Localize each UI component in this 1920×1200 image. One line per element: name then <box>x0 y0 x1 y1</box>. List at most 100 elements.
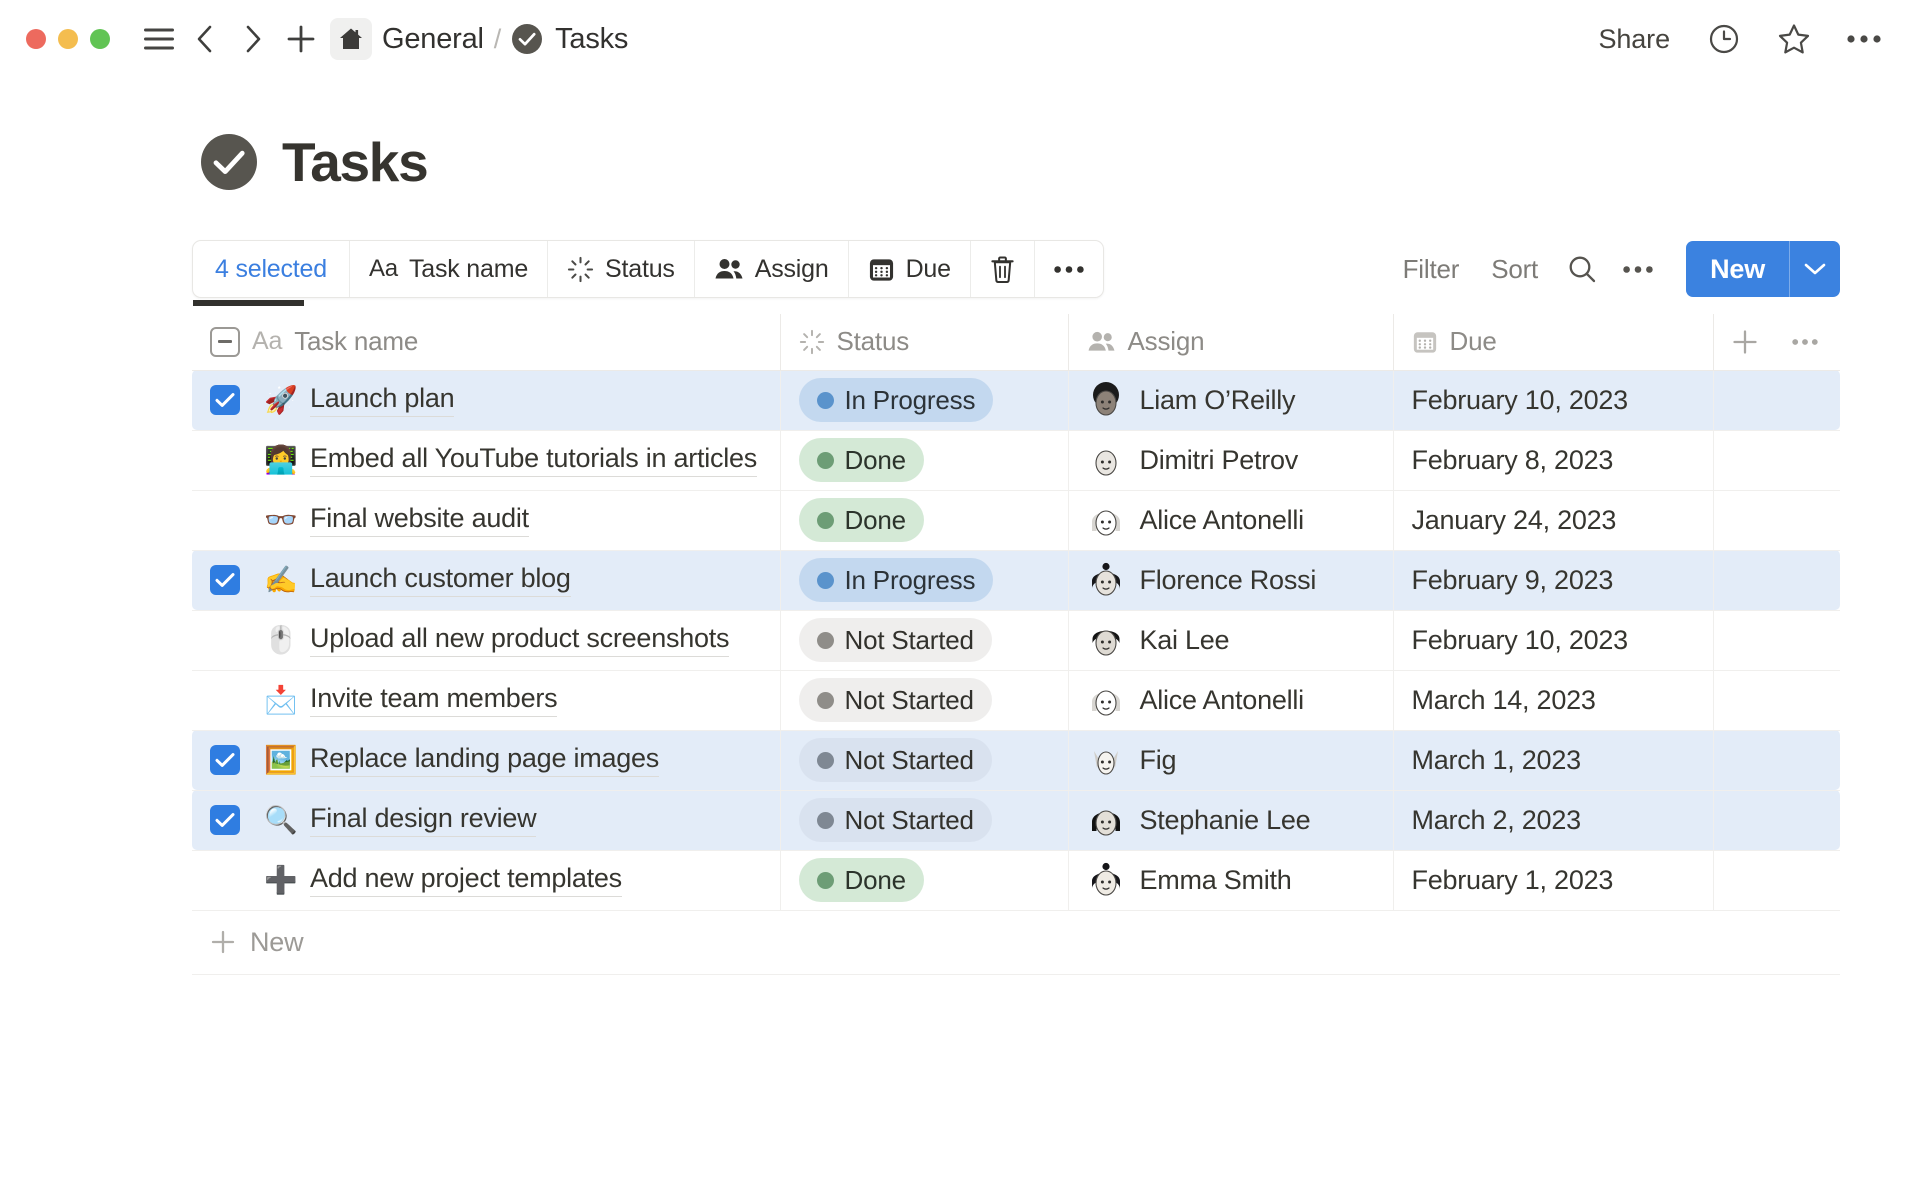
status-badge[interactable]: Not Started <box>798 678 992 722</box>
cell-task-name[interactable]: 👩‍💻 Embed all YouTube tutorials in artic… <box>192 430 781 491</box>
cell-status[interactable]: Done <box>780 430 1069 491</box>
chevron-down-icon[interactable] <box>1790 241 1840 297</box>
row-task-title[interactable]: Add new project templates <box>310 863 622 897</box>
row-checkbox-checked[interactable] <box>210 805 240 835</box>
cell-assign[interactable]: Liam O’Reilly <box>1068 370 1394 431</box>
assign-property-button[interactable]: Assign <box>695 241 849 297</box>
cell-task-name[interactable]: 👓 Final website audit <box>192 490 781 551</box>
new-row-button[interactable]: New <box>192 911 1840 975</box>
row-task-title[interactable]: Invite team members <box>310 683 558 717</box>
column-task-name[interactable]: Aa Task name <box>192 314 781 371</box>
cell-task-name[interactable]: ➕ Add new project templates <box>192 850 781 911</box>
cell-status[interactable]: In Progress <box>780 550 1069 611</box>
cell-due[interactable]: February 1, 2023 <box>1393 850 1714 911</box>
cell-task-name[interactable]: 🚀 Launch plan <box>192 370 781 431</box>
cell-task-name[interactable]: 📩 Invite team members <box>192 670 781 731</box>
ellipsis-icon[interactable] <box>1842 17 1886 61</box>
cell-task-name[interactable]: ✍️ Launch customer blog <box>192 550 781 611</box>
status-badge[interactable]: In Progress <box>798 378 994 422</box>
cell-due[interactable]: March 2, 2023 <box>1393 790 1714 851</box>
breadcrumb-current[interactable]: Tasks <box>555 22 629 55</box>
table-row[interactable]: ✍️ Launch customer blog In Progress Flor… <box>192 550 1840 611</box>
plus-icon[interactable] <box>278 16 324 62</box>
table-row[interactable]: 👓 Final website audit Done Alice Antonel… <box>192 490 1840 551</box>
cell-task-name[interactable]: 🖱️ Upload all new product screenshots <box>192 610 781 671</box>
cell-task-name[interactable]: 🔍 Final design review <box>192 790 781 851</box>
row-checkbox-unchecked[interactable] <box>210 865 240 895</box>
status-badge[interactable]: Not Started <box>798 618 992 662</box>
breadcrumb-parent[interactable]: General <box>382 22 484 55</box>
cell-status[interactable]: Not Started <box>780 670 1069 731</box>
row-task-title[interactable]: Launch customer blog <box>310 563 571 597</box>
table-row[interactable]: 🖱️ Upload all new product screenshots No… <box>192 610 1840 671</box>
cell-status[interactable]: Not Started <box>780 610 1069 671</box>
home-icon[interactable] <box>330 18 372 60</box>
row-task-title[interactable]: Final design review <box>310 803 537 837</box>
row-select-area[interactable] <box>210 865 264 895</box>
cell-assign[interactable]: Florence Rossi <box>1068 550 1394 611</box>
cell-assign[interactable]: Fig <box>1068 730 1394 791</box>
select-all-checkbox[interactable] <box>210 326 240 357</box>
cell-due[interactable]: February 8, 2023 <box>1393 430 1714 491</box>
cell-assign[interactable]: Kai Lee <box>1068 610 1394 671</box>
back-icon[interactable] <box>182 16 228 62</box>
row-checkbox-checked[interactable] <box>210 565 240 595</box>
row-select-area[interactable] <box>210 505 264 535</box>
row-select-area[interactable] <box>210 685 264 715</box>
sort-button[interactable]: Sort <box>1491 253 1539 284</box>
column-status[interactable]: Status <box>780 314 1069 371</box>
row-checkbox-unchecked[interactable] <box>210 685 240 715</box>
cell-assign[interactable]: Stephanie Lee <box>1068 790 1394 851</box>
delete-selected-button[interactable] <box>971 241 1035 297</box>
row-select-area[interactable] <box>210 445 264 475</box>
row-select-area[interactable] <box>210 805 264 835</box>
row-checkbox-unchecked[interactable] <box>210 505 240 535</box>
view-more-icon[interactable] <box>1614 245 1662 293</box>
star-icon[interactable] <box>1772 17 1816 61</box>
row-select-area[interactable] <box>210 565 264 595</box>
hamburger-icon[interactable] <box>136 16 182 62</box>
cell-task-name[interactable]: 🖼️ Replace landing page images <box>192 730 781 791</box>
row-checkbox-checked[interactable] <box>210 385 240 415</box>
status-badge[interactable]: Done <box>798 498 924 542</box>
row-task-title[interactable]: Upload all new product screenshots <box>310 623 730 657</box>
table-row[interactable]: 👩‍💻 Embed all YouTube tutorials in artic… <box>192 430 1840 491</box>
cell-assign[interactable]: Dimitri Petrov <box>1068 430 1394 491</box>
table-row[interactable]: ➕ Add new project templates Done Emma Sm… <box>192 850 1840 911</box>
cell-status[interactable]: Done <box>780 850 1069 911</box>
table-row[interactable]: 🔍 Final design review Not Started Stepha… <box>192 790 1840 851</box>
share-button[interactable]: Share <box>1598 23 1670 54</box>
task-name-property-button[interactable]: Aa Task name <box>350 241 549 297</box>
row-checkbox-unchecked[interactable] <box>210 445 240 475</box>
status-badge[interactable]: Not Started <box>798 738 992 782</box>
add-column-icon[interactable] <box>1732 329 1758 355</box>
forward-icon[interactable] <box>230 16 276 62</box>
column-assign[interactable]: Assign <box>1068 314 1394 371</box>
cell-assign[interactable]: Alice Antonelli <box>1068 490 1394 551</box>
status-badge[interactable]: Done <box>798 438 924 482</box>
column-options-icon[interactable] <box>1791 338 1818 346</box>
maximize-button[interactable] <box>90 29 110 49</box>
cell-status[interactable]: Not Started <box>780 730 1069 791</box>
table-row[interactable]: 🖼️ Replace landing page images Not Start… <box>192 730 1840 791</box>
cell-status[interactable]: In Progress <box>780 370 1069 431</box>
minimize-button[interactable] <box>58 29 78 49</box>
cell-due[interactable]: February 9, 2023 <box>1393 550 1714 611</box>
row-task-title[interactable]: Replace landing page images <box>310 743 659 777</box>
row-select-area[interactable] <box>210 745 264 775</box>
selection-more-button[interactable] <box>1035 241 1103 297</box>
cell-due[interactable]: February 10, 2023 <box>1393 370 1714 431</box>
status-badge[interactable]: In Progress <box>798 558 994 602</box>
cell-due[interactable]: February 10, 2023 <box>1393 610 1714 671</box>
row-select-area[interactable] <box>210 625 264 655</box>
row-task-title[interactable]: Final website audit <box>310 503 529 537</box>
new-button[interactable]: New <box>1710 253 1765 284</box>
status-badge[interactable]: Done <box>798 858 924 902</box>
selected-count[interactable]: 4 selected <box>193 241 350 297</box>
search-icon[interactable] <box>1558 245 1606 293</box>
cell-status[interactable]: Done <box>780 490 1069 551</box>
row-task-title[interactable]: Embed all YouTube tutorials in articles <box>310 443 757 477</box>
close-button[interactable] <box>26 29 46 49</box>
cell-assign[interactable]: Emma Smith <box>1068 850 1394 911</box>
cell-status[interactable]: Not Started <box>780 790 1069 851</box>
